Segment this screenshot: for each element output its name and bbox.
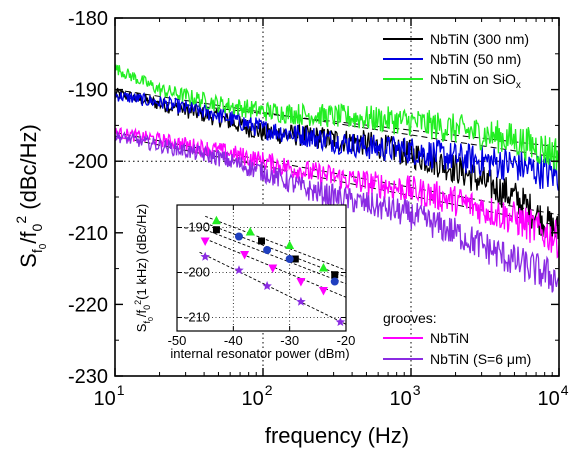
- inset-marker-3: [200, 237, 210, 246]
- legend-upper: NbTiN (300 nm) NbTiN (50 nm) NbTiN on Si…: [383, 31, 529, 91]
- inset-marker-2: [263, 246, 272, 254]
- main-x-tick-label: 104: [537, 382, 568, 410]
- main-y-ticks: -180 -190 -200 -210 -220 -230: [68, 8, 559, 388]
- inset-y-tick-label: -210: [184, 310, 210, 325]
- main-y-tick-label: -230: [68, 366, 108, 388]
- inset-fit-line: [199, 251, 346, 325]
- inset-y-axis-label: Sf0/f02(1 kHz) (dBc/Hz): [133, 204, 155, 332]
- legend-label-300nm: NbTiN (300 nm): [430, 31, 529, 47]
- inset-marker-3: [318, 287, 328, 296]
- main-y-axis-label: Sf0/f02 (dBc/Hz): [13, 124, 49, 268]
- inset-fit-lines: [199, 215, 346, 325]
- inset-marker-2: [234, 232, 243, 241]
- inset-markers: [200, 215, 346, 326]
- inset-marker-4: [234, 265, 244, 275]
- inset-x-tick-label: -20: [337, 333, 356, 348]
- inset-plot-frame: [176, 204, 347, 332]
- main-y-tick-label: -200: [68, 151, 108, 173]
- inset-chart: -190 -200 -210 -50 -40 -30 -20 internal reson…: [133, 204, 355, 361]
- main-series-line-2: [115, 64, 559, 171]
- main-x-axis-label: frequency (Hz): [265, 423, 409, 448]
- inset-y-ticks: -190 -200 -210: [177, 220, 346, 325]
- inset-marker-1: [212, 226, 220, 234]
- svg-text:Sf0/f02 (dBc/Hz): Sf0/f02 (dBc/Hz): [13, 124, 49, 268]
- legend-label-grooves-s6: NbTiN (S=6 μm): [430, 351, 531, 367]
- inset-marker-2: [330, 277, 339, 286]
- legend-label-siox: NbTiN on SiOx: [430, 71, 521, 91]
- main-series-group: [115, 64, 559, 293]
- inset-x-axis-label: internal resonator power (dBm): [170, 346, 349, 361]
- inset-fit-line: [205, 215, 346, 271]
- main-x-tick-label: 103: [389, 382, 420, 410]
- inset-x-tick-label: -50: [168, 333, 187, 348]
- inset-marker-0: [318, 263, 328, 272]
- legend-label-grooves-nbtin: NbTiN: [430, 330, 469, 346]
- inset-y-tick-label: -200: [184, 265, 210, 280]
- inset-marker-3: [268, 264, 278, 273]
- inset-marker-4: [200, 251, 210, 261]
- inset-marker-4: [335, 317, 346, 326]
- inset-fit-line: [205, 229, 346, 285]
- inset-marker-3: [240, 251, 250, 260]
- inset-marker-0: [285, 240, 295, 249]
- inset-marker-1: [291, 255, 299, 263]
- main-series-line-1: [115, 91, 559, 192]
- legend-title-grooves: grooves:: [383, 310, 437, 326]
- main-series-line-4: [115, 131, 559, 293]
- main-chart: -180-190-200-210-220-230 101 102 103 104 fr…: [13, 8, 569, 448]
- main-y-tick-label: -190: [68, 80, 108, 102]
- inset-marker-4: [296, 296, 306, 306]
- inset-x-tick-label: -30: [280, 333, 299, 348]
- legend-label-50nm: NbTiN (50 nm): [430, 51, 521, 67]
- inset-marker-2: [285, 255, 294, 263]
- main-y-tick-label: -180: [68, 8, 108, 30]
- inset-x-ticks: -50 -40 -30 -20: [168, 205, 356, 348]
- inset-x-tick-label: -40: [224, 333, 243, 348]
- inset-marker-0: [211, 215, 221, 225]
- main-x-tick-label: 102: [241, 382, 272, 410]
- main-series-line-3: [115, 127, 559, 259]
- inset-y-tick-label: -190: [184, 220, 210, 235]
- inset-marker-3: [296, 278, 306, 287]
- main-y-tick-label: -210: [68, 223, 108, 245]
- svg-text:Sf0/f02(1 kHz) (dBc/Hz): Sf0/f02(1 kHz) (dBc/Hz): [133, 204, 155, 332]
- inset-marker-1: [331, 271, 339, 279]
- main-y-tick-label: -220: [68, 294, 108, 316]
- legend-lower: grooves: NbTiN NbTiN (S=6 μm): [383, 310, 531, 367]
- inset-marker-1: [258, 237, 265, 245]
- inset-marker-4: [262, 281, 272, 290]
- inset-marker-0: [245, 227, 255, 236]
